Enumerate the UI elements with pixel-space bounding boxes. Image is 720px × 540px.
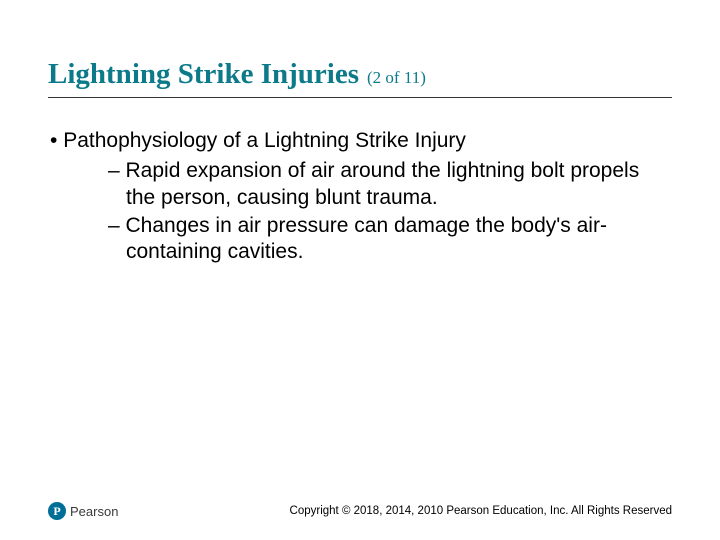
slide-content: Pathophysiology of a Lightning Strike In… bbox=[48, 128, 672, 265]
copyright-text: Copyright © 2018, 2014, 2010 Pearson Edu… bbox=[290, 505, 672, 517]
sub-bullet-item: Rapid expansion of air around the lightn… bbox=[108, 158, 672, 211]
slide-footer: P Pearson Copyright © 2018, 2014, 2010 P… bbox=[48, 502, 672, 520]
bullet-text: Pathophysiology of a Lightning Strike In… bbox=[63, 129, 466, 152]
sub-bullet-text: Changes in air pressure can damage the b… bbox=[126, 214, 607, 263]
slide-title: Lightning Strike Injuries bbox=[48, 58, 359, 91]
sub-bullet-item: Changes in air pressure can damage the b… bbox=[108, 213, 672, 266]
slide-title-suffix: (2 of 11) bbox=[367, 68, 426, 88]
bullet-list-level2: Rapid expansion of air around the lightn… bbox=[66, 158, 672, 265]
slide-container: Lightning Strike Injuries (2 of 11) Path… bbox=[0, 0, 720, 540]
pearson-logo-text: Pearson bbox=[70, 504, 118, 519]
slide-title-row: Lightning Strike Injuries (2 of 11) bbox=[48, 58, 672, 98]
bullet-list-level1: Pathophysiology of a Lightning Strike In… bbox=[48, 128, 672, 265]
bullet-item: Pathophysiology of a Lightning Strike In… bbox=[66, 128, 672, 265]
logo-letter: P bbox=[53, 504, 60, 519]
pearson-logo: P Pearson bbox=[48, 502, 118, 520]
sub-bullet-text: Rapid expansion of air around the lightn… bbox=[126, 159, 640, 208]
pearson-logo-mark: P bbox=[48, 502, 66, 520]
